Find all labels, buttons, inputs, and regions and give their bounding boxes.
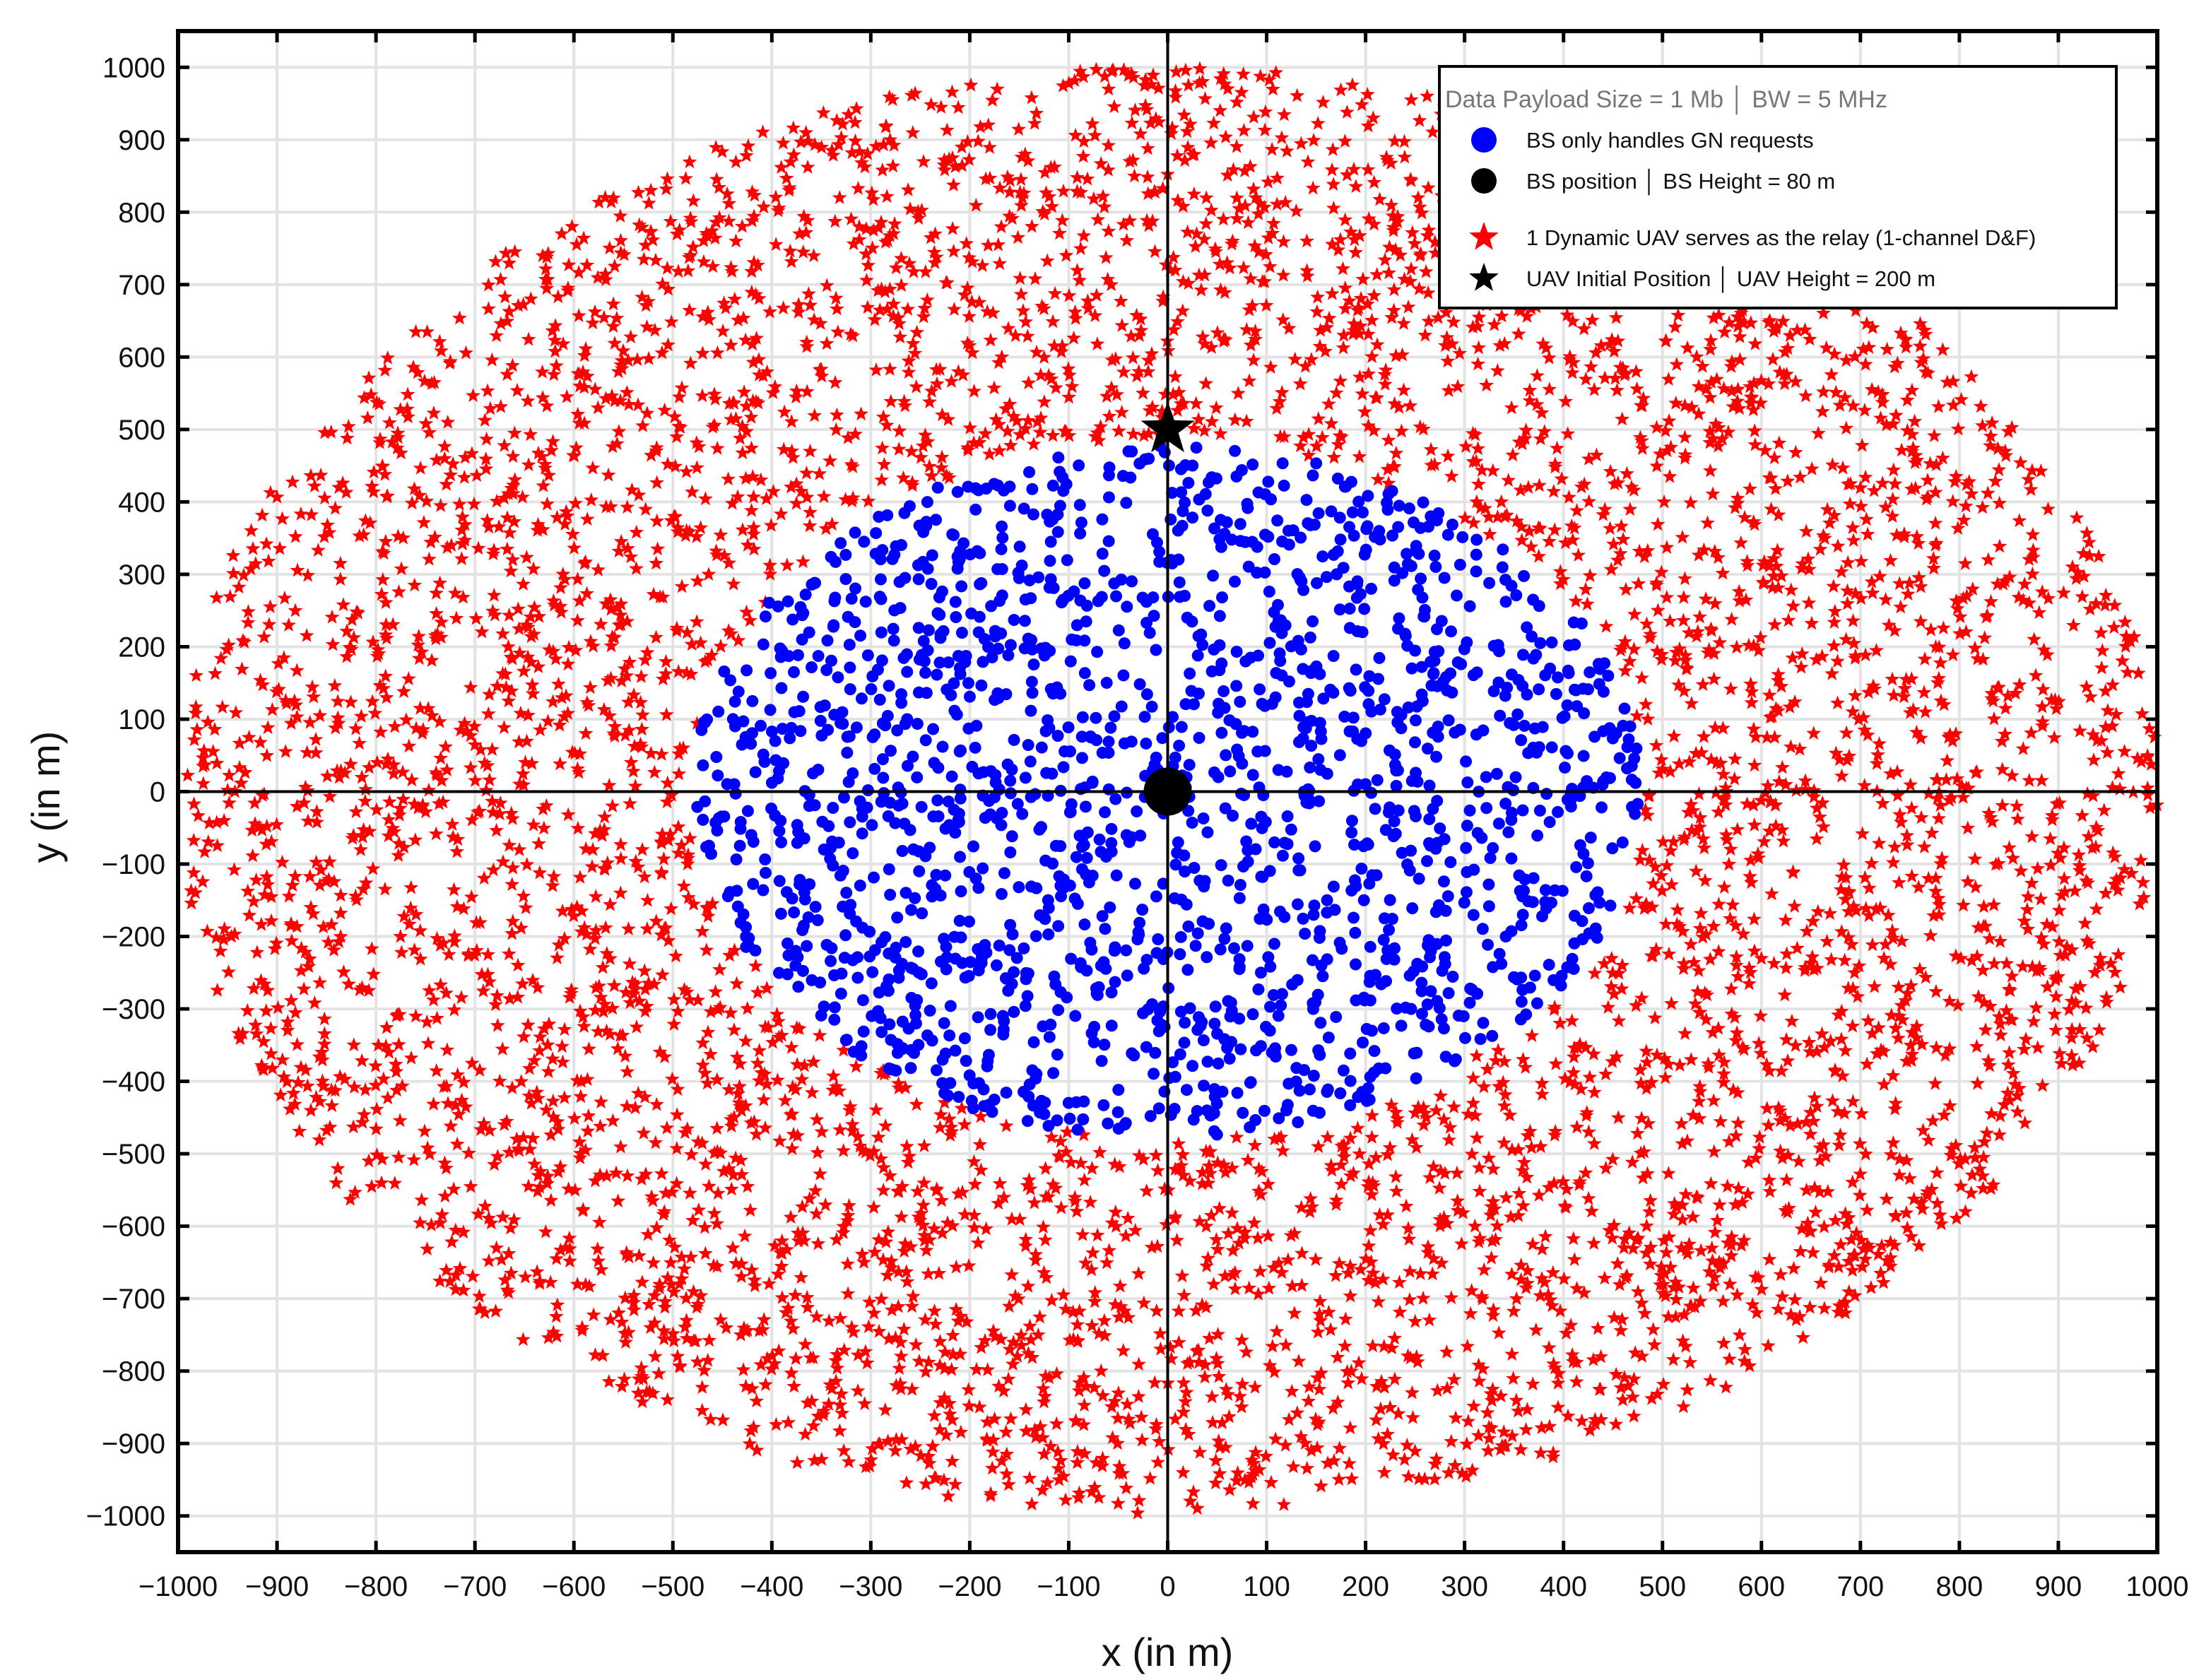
- chart-container: −1000−900−800−700−600−500−400−300−200−10…: [0, 0, 2211, 1676]
- scatter-chart: −1000−900−800−700−600−500−400−300−200−10…: [0, 0, 2211, 1676]
